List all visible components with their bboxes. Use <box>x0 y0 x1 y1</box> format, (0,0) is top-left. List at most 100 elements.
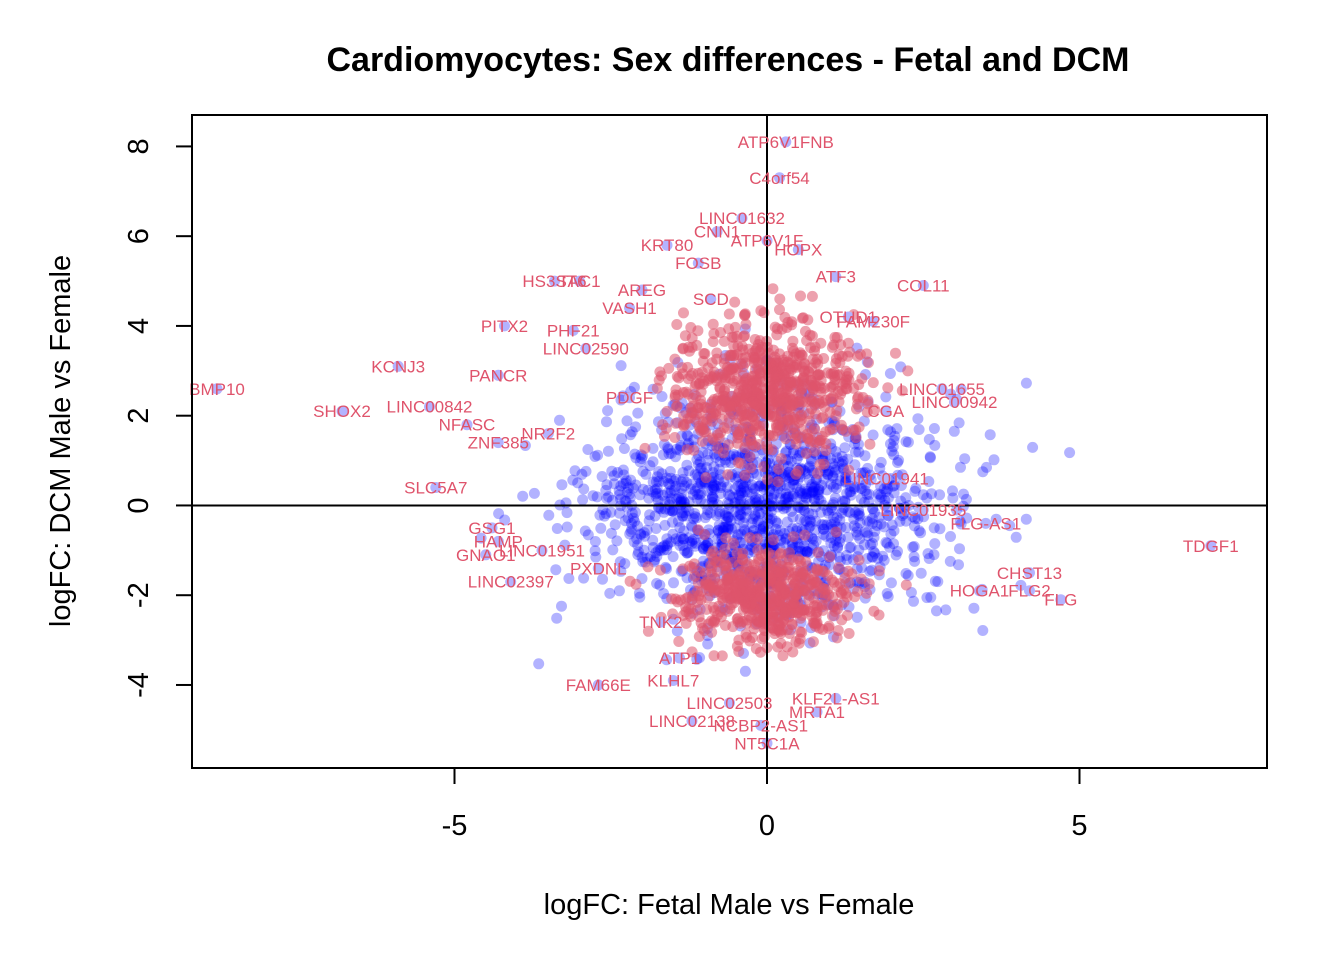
scatter-point <box>591 491 603 503</box>
scatter-point <box>692 488 704 500</box>
scatter-point <box>590 551 602 563</box>
scatter-point <box>732 480 744 492</box>
scatter-point <box>800 566 812 577</box>
scatter-point <box>746 517 758 529</box>
scatter-point <box>827 458 839 470</box>
scatter-point <box>841 383 853 395</box>
scatter-point <box>652 544 664 556</box>
scatter-point <box>702 537 714 549</box>
scatter-point <box>835 475 846 487</box>
gene-point <box>755 719 767 731</box>
scatter-point <box>753 480 765 492</box>
scatter-point <box>738 482 750 494</box>
scatter-point <box>800 448 812 459</box>
scatter-point <box>644 509 656 521</box>
scatter-point <box>712 525 724 537</box>
y-tick-label: 0 <box>123 497 155 513</box>
scatter-point <box>654 545 666 557</box>
scatter-point <box>682 546 694 558</box>
scatter-point <box>977 466 989 478</box>
scatter-point <box>651 483 663 495</box>
scatter-point <box>924 452 936 464</box>
scatter-point <box>677 511 689 522</box>
scatter-point <box>708 479 720 491</box>
scatter-point <box>676 476 687 488</box>
scatter-point <box>766 513 778 525</box>
scatter-point <box>902 570 914 581</box>
scatter-point <box>830 535 842 546</box>
scatter-point <box>803 462 815 474</box>
scatter-point <box>849 446 861 458</box>
gene-label: BMP10 <box>189 380 245 399</box>
scatter-point <box>926 488 937 500</box>
scatter-point <box>928 522 940 534</box>
scatter-point <box>961 512 973 524</box>
scatter-point <box>597 504 609 516</box>
scatter-point <box>859 467 871 478</box>
gene-point <box>917 280 929 291</box>
scatter-point <box>666 505 678 517</box>
scatter-point <box>782 316 794 328</box>
scatter-point <box>828 540 840 552</box>
scatter-point <box>721 516 733 528</box>
scatter-point <box>642 561 654 573</box>
gene-label: FLG-AS1 <box>950 514 1021 533</box>
scatter-point <box>889 430 901 442</box>
scatter-point <box>671 625 683 637</box>
gene-label: LINC01951 <box>499 541 585 560</box>
scatter-point <box>721 481 733 493</box>
scatter-point <box>737 361 749 372</box>
scatter-point <box>723 511 735 523</box>
scatter-point <box>784 414 796 426</box>
gene-label: NT5C1A <box>734 734 800 753</box>
scatter-point <box>735 379 747 391</box>
scatter-point <box>733 646 745 657</box>
scatter-point <box>799 505 811 517</box>
gene-label: FAM230F <box>836 312 910 331</box>
scatter-point <box>675 488 687 500</box>
scatter-point <box>695 494 707 506</box>
scatter-point <box>913 525 925 537</box>
scatter-point <box>815 506 827 518</box>
scatter-point <box>848 483 860 494</box>
scatter-point <box>712 442 724 454</box>
scatter-point <box>912 413 924 425</box>
gene-label: ATF3 <box>816 268 856 287</box>
scatter-point <box>733 489 745 501</box>
scatter-point <box>842 337 854 349</box>
scatter-point <box>816 519 828 531</box>
scatter-point <box>812 547 824 559</box>
scatter-point <box>636 453 647 465</box>
scatter-point <box>695 462 707 474</box>
scatter-point <box>841 550 852 561</box>
scatter-point <box>630 479 642 491</box>
gene-point <box>505 576 517 588</box>
scatter-point <box>688 513 700 525</box>
scatter-point <box>813 380 825 392</box>
scatter-point <box>955 461 966 473</box>
scatter-point <box>807 486 818 498</box>
scatter-point <box>755 305 767 317</box>
scatter-point <box>631 533 643 545</box>
gene-label: TAC1 <box>558 272 600 291</box>
scatter-point <box>811 353 823 365</box>
gene-point <box>661 239 673 251</box>
gene-point <box>1024 567 1035 579</box>
scatter-point <box>634 456 646 468</box>
scatter-point <box>945 531 956 542</box>
gene-label: MRTA1 <box>789 703 845 722</box>
gene-point <box>736 212 748 224</box>
scatter-point <box>706 615 717 627</box>
scatter-point <box>707 318 719 330</box>
scatter-point <box>618 469 630 481</box>
scatter-point <box>735 566 747 577</box>
scatter-point <box>722 522 734 534</box>
gene-label: FAM66E <box>566 676 631 695</box>
scatter-point <box>681 444 693 456</box>
scatter-point <box>702 592 714 604</box>
scatter-point <box>678 410 690 422</box>
scatter-point <box>672 515 684 527</box>
scatter-point <box>551 612 563 624</box>
scatter-point <box>829 516 840 528</box>
